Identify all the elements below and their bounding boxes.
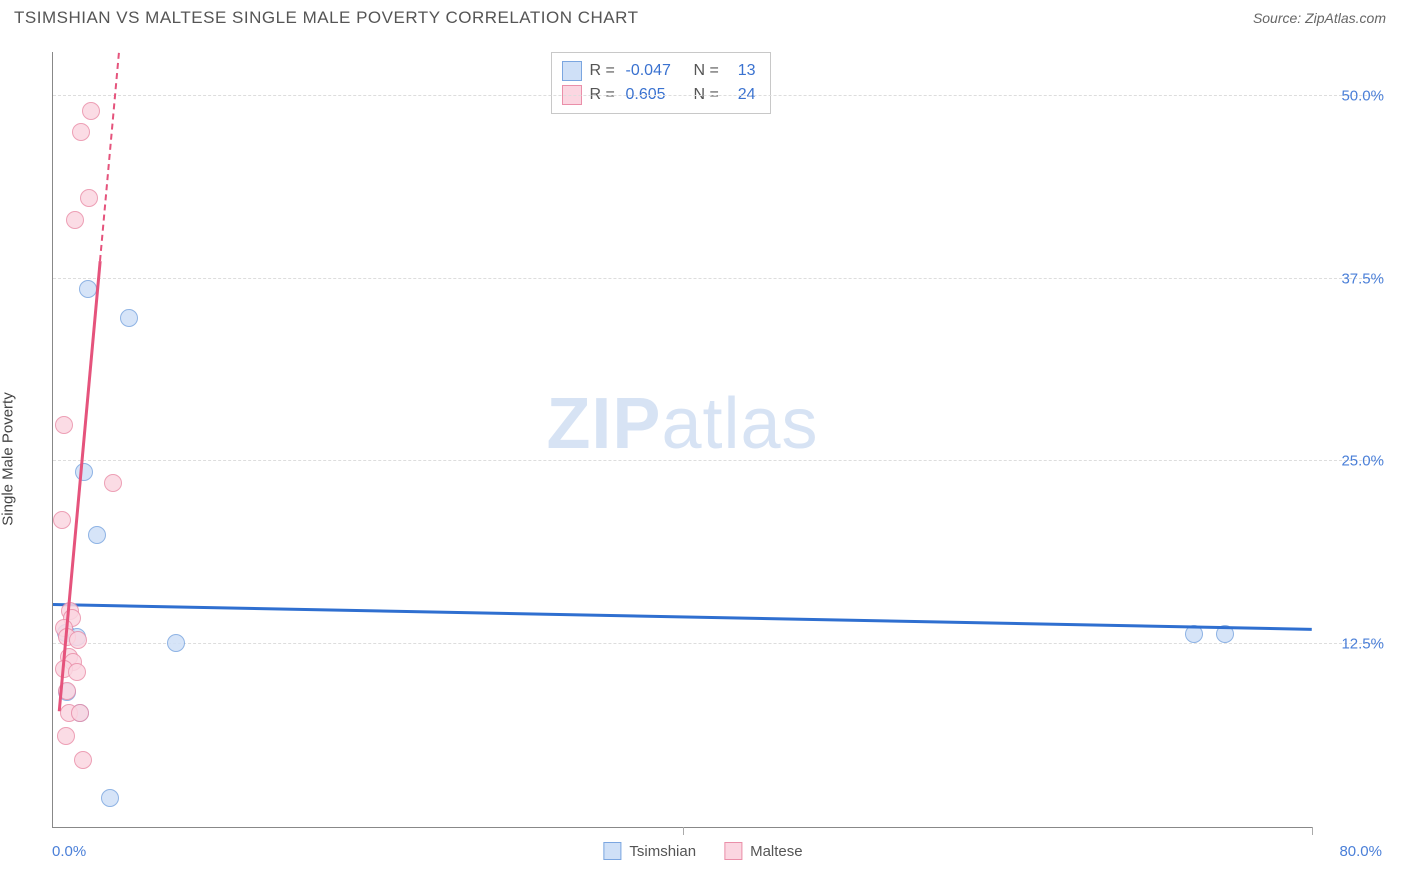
x-axis-min-label: 0.0% bbox=[52, 843, 86, 860]
data-point bbox=[101, 789, 119, 807]
gridline bbox=[53, 95, 1382, 96]
legend: Tsimshian Maltese bbox=[603, 842, 802, 860]
y-tick-label: 50.0% bbox=[1318, 87, 1384, 104]
legend-item: Maltese bbox=[724, 842, 803, 860]
y-tick-label: 25.0% bbox=[1318, 453, 1384, 470]
data-point bbox=[80, 189, 98, 207]
legend-swatch bbox=[603, 842, 621, 860]
header: TSIMSHIAN VS MALTESE SINGLE MALE POVERTY… bbox=[0, 0, 1406, 36]
legend-swatch bbox=[724, 842, 742, 860]
chart-container: Single Male Poverty ZIPatlas R =-0.047N … bbox=[14, 44, 1392, 874]
stat-n-value: 13 bbox=[730, 62, 756, 80]
data-point bbox=[53, 511, 71, 529]
y-tick-label: 37.5% bbox=[1318, 270, 1384, 287]
legend-item: Tsimshian bbox=[603, 842, 696, 860]
y-tick-label: 12.5% bbox=[1318, 636, 1384, 653]
y-axis-label: Single Male Poverty bbox=[0, 392, 17, 525]
gridline bbox=[53, 278, 1382, 279]
stats-box: R =-0.047N =13R =0.605N =24 bbox=[551, 52, 771, 114]
watermark: ZIPatlas bbox=[546, 383, 818, 465]
plot-area: ZIPatlas R =-0.047N =13R =0.605N =24 12.… bbox=[52, 52, 1312, 828]
source-label: Source: ZipAtlas.com bbox=[1253, 10, 1386, 26]
data-point bbox=[68, 663, 86, 681]
data-point bbox=[120, 309, 138, 327]
data-point bbox=[72, 123, 90, 141]
series-swatch bbox=[562, 61, 582, 81]
data-point bbox=[71, 704, 89, 722]
data-point bbox=[66, 211, 84, 229]
data-point bbox=[55, 416, 73, 434]
data-point bbox=[82, 102, 100, 120]
x-tick bbox=[1312, 827, 1313, 835]
gridline bbox=[53, 643, 1382, 644]
legend-label: Tsimshian bbox=[629, 843, 696, 860]
x-axis-max-label: 80.0% bbox=[1339, 843, 1382, 860]
data-point bbox=[57, 727, 75, 745]
trend-line bbox=[53, 603, 1312, 630]
data-point bbox=[69, 631, 87, 649]
gridline bbox=[53, 460, 1382, 461]
data-point bbox=[167, 634, 185, 652]
data-point bbox=[88, 526, 106, 544]
data-point bbox=[104, 474, 122, 492]
data-point bbox=[79, 280, 97, 298]
trend-line-dashed bbox=[99, 53, 120, 261]
x-tick bbox=[683, 827, 684, 835]
stat-n-label: N = bbox=[694, 62, 722, 80]
data-point bbox=[74, 751, 92, 769]
stats-row: R = -0.047 N = 13 bbox=[562, 59, 756, 83]
stat-r-label: R = bbox=[590, 62, 618, 80]
chart-title: TSIMSHIAN VS MALTESE SINGLE MALE POVERTY… bbox=[14, 8, 638, 28]
stat-r-value: -0.047 bbox=[626, 62, 686, 80]
legend-label: Maltese bbox=[750, 843, 803, 860]
